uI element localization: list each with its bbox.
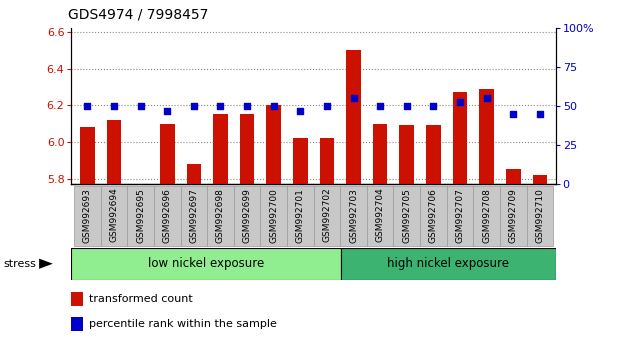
- Bar: [134, 184, 148, 224]
- Text: high nickel exposure: high nickel exposure: [387, 257, 509, 270]
- Point: [83, 103, 93, 109]
- Bar: [186, 164, 201, 184]
- Point: [455, 99, 465, 104]
- Bar: [287, 186, 314, 246]
- Bar: [527, 186, 553, 246]
- Bar: [453, 92, 467, 184]
- Bar: [473, 186, 500, 246]
- Text: GSM992696: GSM992696: [163, 188, 172, 242]
- Bar: [500, 186, 527, 246]
- Bar: [127, 186, 154, 246]
- Point: [189, 103, 199, 109]
- Text: GSM992706: GSM992706: [429, 188, 438, 242]
- Text: GSM992704: GSM992704: [376, 188, 384, 242]
- Text: GSM992697: GSM992697: [189, 188, 198, 242]
- Point: [428, 103, 438, 109]
- Polygon shape: [39, 259, 53, 269]
- Text: GSM992709: GSM992709: [509, 188, 518, 242]
- Bar: [420, 186, 446, 246]
- Text: GSM992703: GSM992703: [349, 188, 358, 242]
- Bar: [426, 125, 441, 184]
- Text: stress: stress: [3, 259, 36, 269]
- Point: [269, 103, 279, 109]
- Bar: [101, 186, 127, 246]
- Point: [215, 103, 225, 109]
- Point: [402, 103, 412, 109]
- Bar: [160, 124, 175, 184]
- Bar: [479, 89, 494, 184]
- Bar: [394, 186, 420, 246]
- Bar: [74, 186, 101, 246]
- Text: GSM992693: GSM992693: [83, 188, 92, 242]
- Text: GSM992708: GSM992708: [482, 188, 491, 242]
- Bar: [399, 125, 414, 184]
- Bar: [71, 248, 340, 280]
- Bar: [446, 186, 473, 246]
- Text: GSM992694: GSM992694: [109, 188, 119, 242]
- Bar: [80, 127, 94, 184]
- Point: [162, 108, 172, 114]
- Bar: [240, 114, 255, 184]
- Text: GSM992698: GSM992698: [216, 188, 225, 242]
- Point: [508, 111, 518, 117]
- Point: [375, 103, 385, 109]
- Bar: [233, 186, 260, 246]
- Bar: [293, 138, 307, 184]
- Text: GSM992701: GSM992701: [296, 188, 305, 242]
- Point: [535, 111, 545, 117]
- Point: [482, 96, 492, 101]
- Text: GSM992705: GSM992705: [402, 188, 411, 242]
- Bar: [346, 50, 361, 184]
- Text: GSM992699: GSM992699: [243, 188, 252, 242]
- Text: GSM992700: GSM992700: [269, 188, 278, 242]
- Text: GSM992710: GSM992710: [535, 188, 545, 242]
- Point: [348, 96, 358, 101]
- Bar: [320, 138, 334, 184]
- Text: percentile rank within the sample: percentile rank within the sample: [89, 319, 277, 329]
- Bar: [532, 175, 547, 184]
- Bar: [373, 124, 388, 184]
- Bar: [340, 248, 556, 280]
- Bar: [340, 186, 367, 246]
- Bar: [181, 186, 207, 246]
- Bar: [213, 114, 228, 184]
- Text: GSM992702: GSM992702: [322, 188, 332, 242]
- Bar: [506, 170, 520, 184]
- Bar: [367, 186, 394, 246]
- Bar: [314, 186, 340, 246]
- Point: [109, 103, 119, 109]
- Bar: [154, 186, 181, 246]
- Bar: [260, 186, 287, 246]
- Bar: [71, 317, 83, 331]
- Point: [135, 103, 145, 109]
- Bar: [107, 120, 121, 184]
- Text: GSM992707: GSM992707: [455, 188, 465, 242]
- Bar: [71, 292, 83, 306]
- Text: transformed count: transformed count: [89, 294, 193, 304]
- Bar: [266, 105, 281, 184]
- Text: GDS4974 / 7998457: GDS4974 / 7998457: [68, 7, 209, 21]
- Bar: [207, 186, 233, 246]
- Text: low nickel exposure: low nickel exposure: [148, 257, 264, 270]
- Point: [242, 103, 252, 109]
- Text: GSM992695: GSM992695: [136, 188, 145, 242]
- Point: [322, 103, 332, 109]
- Point: [296, 108, 306, 114]
